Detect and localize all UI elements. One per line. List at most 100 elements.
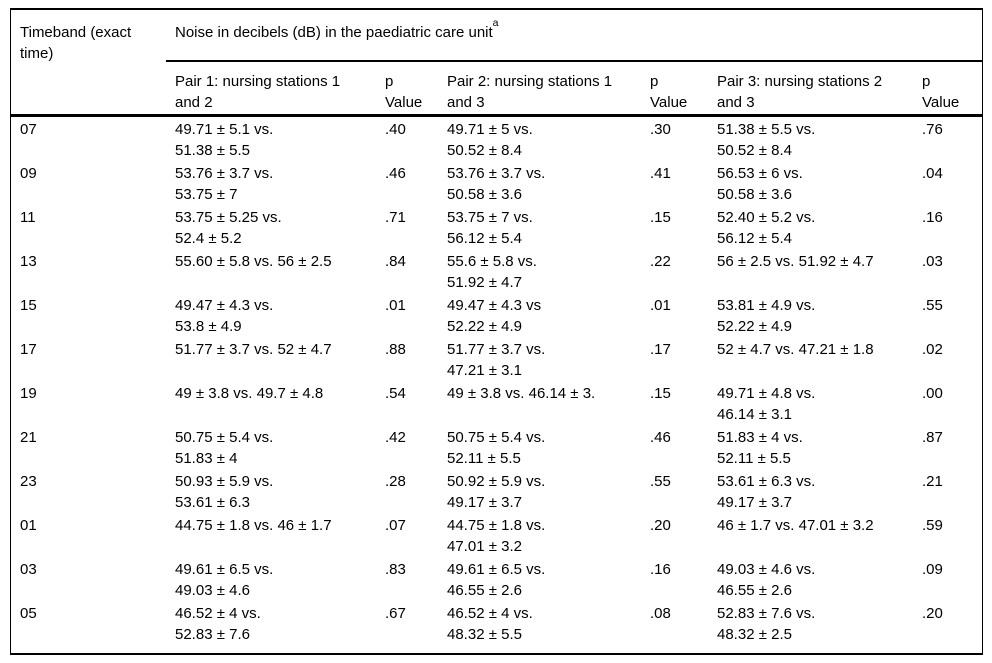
pair3-cell: 51.38 ± 5.5 vs. 50.52 ± 8.4 (717, 120, 816, 159)
pair1-cell: 53.75 ± 5.25 vs. 52.4 ± 5.2 (175, 208, 282, 247)
timeband-cell: 07 (20, 120, 37, 138)
pvalue1-cell: .28 (385, 472, 406, 490)
footnote-marker: a (492, 17, 499, 29)
table-body: 07 49.71 ± 5.1 vs. 51.38 ± 5.5 .40 49.71… (11, 115, 982, 653)
pair3-cell: 52 ± 4.7 vs. 47.21 ± 1.8 (717, 340, 874, 358)
pair2-cell: 49.47 ± 4.3 vs 52.22 ± 4.9 (447, 296, 542, 335)
timeband-cell: 03 (20, 560, 37, 578)
pair2-cell: 46.52 ± 4 vs. 48.32 ± 5.5 (447, 604, 533, 643)
noise-group-header-cell: Noise in decibels (dB) in the paediatric… (166, 10, 983, 62)
table-row: 05 46.52 ± 4 vs. 52.83 ± 7.6 .67 46.52 ±… (11, 601, 982, 653)
pvalue2-cell: .17 (650, 340, 671, 358)
pvalue1-cell: .83 (385, 560, 406, 578)
pvalue3-cell: .16 (922, 208, 943, 226)
pair2-cell: 55.6 ± 5.8 vs. 51.92 ± 4.7 (447, 252, 537, 291)
timeband-cell: 21 (20, 428, 37, 446)
pair3-cell: 46 ± 1.7 vs. 47.01 ± 3.2 (717, 516, 874, 534)
pvalue2-cell: .30 (650, 120, 671, 138)
subheader-pvalue-2: p Value (641, 61, 708, 117)
group-header-row: Timeband (exact time) Noise in decibels … (11, 10, 983, 117)
pvalue3-cell: .03 (922, 252, 943, 270)
pvalue3-cell: .87 (922, 428, 943, 446)
pair3-cell: 49.71 ± 4.8 vs. 46.14 ± 3.1 (717, 384, 816, 423)
pvalue3-cell: .59 (922, 516, 943, 534)
timeband-cell: 11 (20, 208, 36, 226)
pair2-cell: 53.76 ± 3.7 vs. 50.58 ± 3.6 (447, 164, 546, 203)
pair1-cell: 44.75 ± 1.8 vs. 46 ± 1.7 (175, 516, 332, 534)
table-row: 23 50.93 ± 5.9 vs. 53.61 ± 6.3 .28 50.92… (11, 469, 982, 513)
pair2-cell: 53.75 ± 7 vs. 56.12 ± 5.4 (447, 208, 533, 247)
pvalue1-cell: .67 (385, 604, 406, 622)
pair1-cell: 53.76 ± 3.7 vs. 53.75 ± 7 (175, 164, 274, 203)
subheader-row: Pair 1: nursing stations 1 and 2 p Value… (11, 61, 983, 117)
pair2-cell: 50.75 ± 5.4 vs. 52.11 ± 5.5 (447, 428, 546, 467)
pair1-cell: 50.93 ± 5.9 vs. 53.61 ± 6.3 (175, 472, 274, 511)
pair2-cell: 50.92 ± 5.9 vs. 49.17 ± 3.7 (447, 472, 546, 511)
pvalue1-cell: .84 (385, 252, 406, 270)
pair1-cell: 49.61 ± 6.5 vs. 49.03 ± 4.6 (175, 560, 274, 599)
pair1-cell: 50.75 ± 5.4 vs. 51.83 ± 4 (175, 428, 274, 467)
timeband-cell: 17 (20, 340, 37, 358)
pair3-cell: 53.81 ± 4.9 vs. 52.22 ± 4.9 (717, 296, 816, 335)
pvalue2-cell: .15 (650, 384, 671, 402)
pvalue3-cell: .76 (922, 120, 943, 138)
table-row: 21 50.75 ± 5.4 vs. 51.83 ± 4 .42 50.75 ±… (11, 425, 982, 469)
table-row: 07 49.71 ± 5.1 vs. 51.38 ± 5.5 .40 49.71… (11, 115, 982, 161)
pair2-cell: 49.71 ± 5 vs. 50.52 ± 8.4 (447, 120, 533, 159)
timeband-cell: 05 (20, 604, 37, 622)
pvalue2-cell: .15 (650, 208, 671, 226)
pvalue2-cell: .22 (650, 252, 671, 270)
pvalue3-cell: .20 (922, 604, 943, 622)
pair3-cell: 52.83 ± 7.6 vs. 48.32 ± 2.5 (717, 604, 816, 643)
table-row: 17 51.77 ± 3.7 vs. 52 ± 4.7 .88 51.77 ± … (11, 337, 982, 381)
timeband-cell: 19 (20, 384, 37, 402)
pvalue1-cell: .88 (385, 340, 406, 358)
table-row: 13 55.60 ± 5.8 vs. 56 ± 2.5 .84 55.6 ± 5… (11, 249, 982, 293)
pvalue2-cell: .41 (650, 164, 671, 182)
timeband-cell: 09 (20, 164, 37, 182)
timeband-cell: 15 (20, 296, 37, 314)
pvalue2-cell: .46 (650, 428, 671, 446)
pair1-cell: 49.71 ± 5.1 vs. 51.38 ± 5.5 (175, 120, 274, 159)
pair2-cell: 49 ± 3.8 vs. 46.14 ± 3. (447, 384, 596, 402)
pvalue3-cell: .00 (922, 384, 943, 402)
pvalue2-cell: .01 (650, 296, 671, 314)
timeband-cell: 23 (20, 472, 37, 490)
pair2-cell: 44.75 ± 1.8 vs. 47.01 ± 3.2 (447, 516, 546, 555)
pvalue1-cell: .40 (385, 120, 406, 138)
pvalue3-cell: .09 (922, 560, 943, 578)
table-row: 01 44.75 ± 1.8 vs. 46 ± 1.7 .07 44.75 ± … (11, 513, 982, 557)
pair3-cell: 52.40 ± 5.2 vs. 56.12 ± 5.4 (717, 208, 816, 247)
pvalue3-cell: .04 (922, 164, 943, 182)
table-row: 09 53.76 ± 3.7 vs. 53.75 ± 7 .46 53.76 ±… (11, 161, 982, 205)
pvalue1-cell: .46 (385, 164, 406, 182)
timeband-cell: 01 (20, 516, 37, 534)
table-header: Timeband (exact time) Noise in decibels … (11, 10, 983, 117)
pvalue3-cell: .02 (922, 340, 943, 358)
table-frame: Timeband (exact time) Noise in decibels … (10, 8, 983, 655)
pair3-cell: 49.03 ± 4.6 vs. 46.55 ± 2.6 (717, 560, 816, 599)
pvalue3-cell: .55 (922, 296, 943, 314)
pair3-cell: 56 ± 2.5 vs. 51.92 ± 4.7 (717, 252, 874, 270)
subheader-pair3: Pair 3: nursing stations 2 and 3 (708, 61, 913, 117)
timeband-cell: 13 (20, 252, 37, 270)
pair2-cell: 51.77 ± 3.7 vs. 47.21 ± 3.1 (447, 340, 546, 379)
pvalue3-cell: .21 (922, 472, 943, 490)
pvalue2-cell: .08 (650, 604, 671, 622)
subheader-pair1: Pair 1: nursing stations 1 and 2 (166, 61, 376, 117)
pair1-cell: 46.52 ± 4 vs. 52.83 ± 7.6 (175, 604, 261, 643)
pair3-cell: 56.53 ± 6 vs. 50.58 ± 3.6 (717, 164, 803, 203)
pvalue1-cell: .07 (385, 516, 406, 534)
table-row: 03 49.61 ± 6.5 vs. 49.03 ± 4.6 .83 49.61… (11, 557, 982, 601)
pair3-cell: 53.61 ± 6.3 vs. 49.17 ± 3.7 (717, 472, 816, 511)
pvalue2-cell: .20 (650, 516, 671, 534)
timeband-header-cell: Timeband (exact time) (11, 10, 166, 117)
table-row: 15 49.47 ± 4.3 vs. 53.8 ± 4.9 .01 49.47 … (11, 293, 982, 337)
subheader-pair2: Pair 2: nursing stations 1 and 3 (438, 61, 641, 117)
pvalue2-cell: .55 (650, 472, 671, 490)
noise-comparison-table: Timeband (exact time) Noise in decibels … (11, 10, 983, 653)
pvalue1-cell: .71 (385, 208, 406, 226)
noise-group-header-text: Noise in decibels (dB) in the paediatric… (175, 24, 493, 41)
pair1-cell: 49.47 ± 4.3 vs. 53.8 ± 4.9 (175, 296, 274, 335)
pvalue1-cell: .01 (385, 296, 406, 314)
